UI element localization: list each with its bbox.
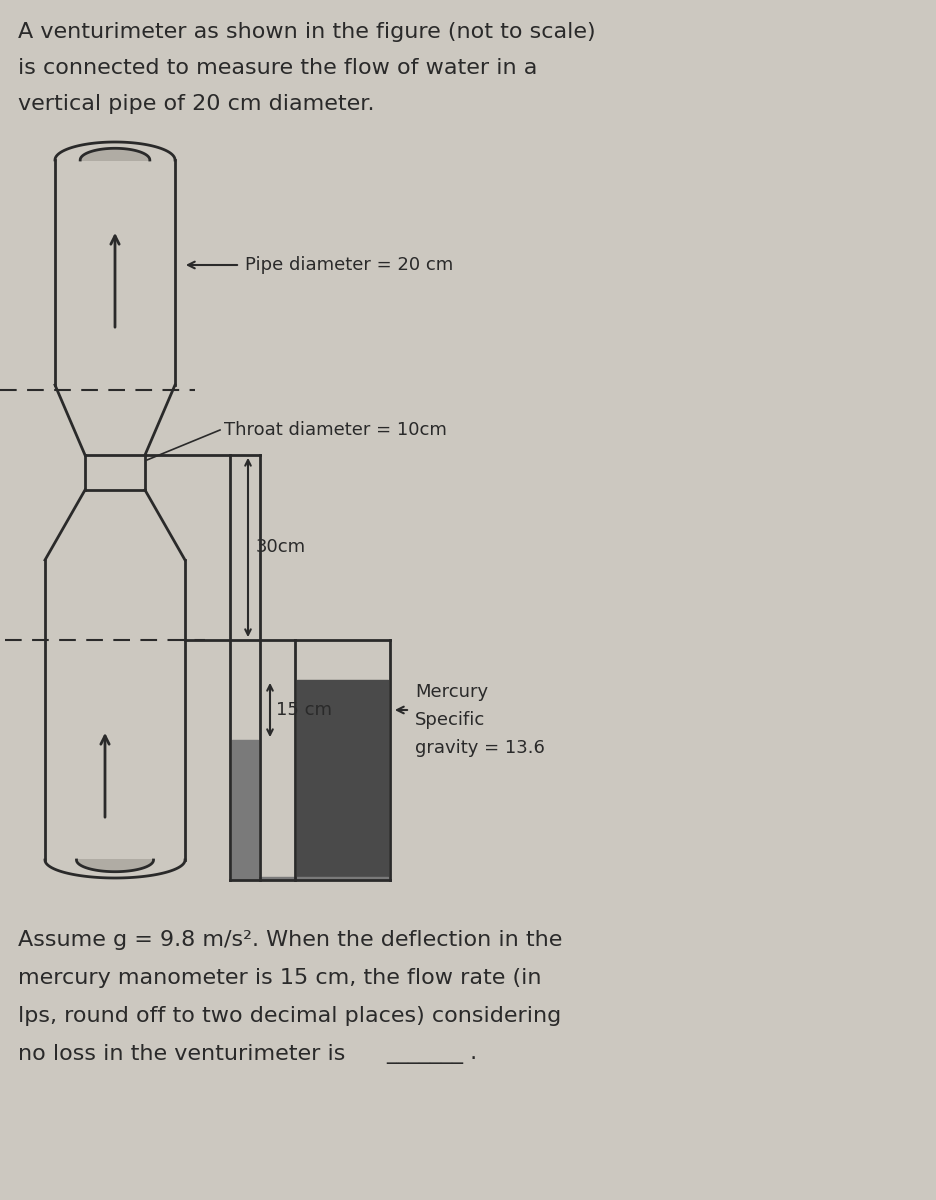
Text: gravity = 13.6: gravity = 13.6	[415, 739, 545, 757]
Text: Specific: Specific	[415, 710, 485, 728]
Text: Throat diameter = 10cm: Throat diameter = 10cm	[224, 421, 446, 439]
Text: _______ .: _______ .	[386, 1044, 476, 1064]
Text: mercury manometer is 15 cm, the flow rate (in: mercury manometer is 15 cm, the flow rat…	[18, 968, 541, 988]
Text: 15 cm: 15 cm	[276, 701, 331, 719]
Text: 30cm: 30cm	[256, 539, 306, 557]
Text: Assume g = 9.8 m/s². When the deflection in the: Assume g = 9.8 m/s². When the deflection…	[18, 930, 562, 950]
Text: Mercury: Mercury	[415, 683, 488, 701]
Text: lps, round off to two decimal places) considering: lps, round off to two decimal places) co…	[18, 1006, 561, 1026]
Text: no loss in the venturimeter is: no loss in the venturimeter is	[18, 1044, 345, 1064]
Text: A venturimeter as shown in the figure (not to scale): A venturimeter as shown in the figure (n…	[18, 22, 595, 42]
Polygon shape	[77, 860, 154, 871]
Text: is connected to measure the flow of water in a: is connected to measure the flow of wate…	[18, 58, 537, 78]
Text: Pipe diameter = 20 cm: Pipe diameter = 20 cm	[244, 256, 453, 274]
Polygon shape	[80, 149, 150, 160]
Text: vertical pipe of 20 cm diameter.: vertical pipe of 20 cm diameter.	[18, 94, 374, 114]
